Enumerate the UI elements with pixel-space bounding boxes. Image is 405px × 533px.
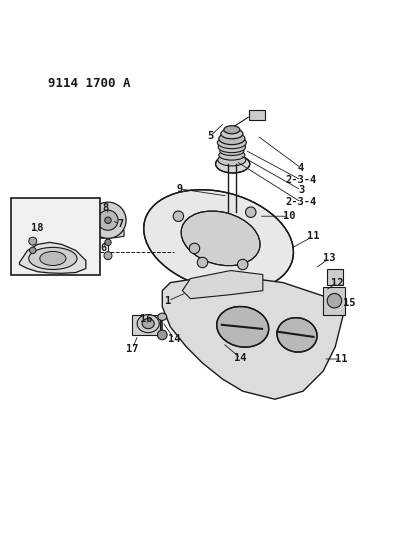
Circle shape: [29, 237, 37, 245]
Circle shape: [104, 252, 112, 260]
Circle shape: [158, 330, 167, 340]
Ellipse shape: [158, 313, 167, 320]
Ellipse shape: [219, 133, 245, 144]
Text: 1: 1: [165, 296, 171, 306]
Ellipse shape: [217, 136, 246, 149]
Text: 16: 16: [140, 314, 152, 324]
Bar: [323, 287, 345, 315]
Text: 18: 18: [31, 223, 44, 233]
Circle shape: [327, 294, 342, 308]
Text: 12: 12: [331, 278, 343, 288]
Ellipse shape: [277, 318, 317, 352]
Text: 9114 1700 A: 9114 1700 A: [48, 77, 130, 90]
Text: 5: 5: [207, 131, 214, 141]
Circle shape: [245, 207, 256, 217]
Text: 14: 14: [168, 334, 181, 344]
Polygon shape: [19, 243, 86, 273]
Circle shape: [173, 211, 183, 221]
Text: 4: 4: [298, 163, 304, 173]
Circle shape: [98, 210, 118, 230]
Bar: [327, 269, 343, 285]
Text: 2-3-4: 2-3-4: [286, 175, 317, 185]
Bar: [249, 110, 265, 120]
Text: 2-3-4: 2-3-4: [286, 197, 317, 207]
Ellipse shape: [218, 154, 246, 166]
Ellipse shape: [40, 252, 66, 265]
Ellipse shape: [181, 211, 260, 265]
Text: 7: 7: [117, 219, 123, 229]
Bar: [132, 315, 160, 335]
Text: 14: 14: [234, 353, 247, 363]
Circle shape: [105, 239, 111, 246]
Circle shape: [30, 247, 36, 254]
Circle shape: [90, 202, 126, 238]
Polygon shape: [162, 274, 343, 399]
Ellipse shape: [217, 306, 269, 347]
Text: 10: 10: [283, 211, 295, 221]
Text: 8: 8: [103, 203, 109, 213]
Ellipse shape: [215, 155, 250, 173]
Ellipse shape: [224, 126, 240, 134]
Ellipse shape: [218, 141, 245, 152]
Ellipse shape: [142, 319, 154, 329]
Circle shape: [105, 217, 111, 223]
Text: 6: 6: [101, 244, 107, 253]
Ellipse shape: [144, 190, 294, 291]
Circle shape: [237, 259, 248, 270]
Text: 15: 15: [343, 298, 356, 308]
Circle shape: [197, 257, 208, 268]
Ellipse shape: [29, 247, 77, 270]
Ellipse shape: [220, 147, 244, 156]
Polygon shape: [182, 271, 263, 298]
Ellipse shape: [137, 314, 159, 333]
Text: 9: 9: [177, 184, 183, 194]
Ellipse shape: [221, 129, 243, 139]
Circle shape: [189, 243, 200, 254]
Text: 17: 17: [126, 344, 139, 354]
Text: 13: 13: [323, 254, 335, 263]
Text: 11: 11: [307, 231, 320, 241]
Ellipse shape: [219, 150, 245, 160]
Text: 3: 3: [298, 185, 304, 195]
Text: 11: 11: [335, 354, 347, 364]
Polygon shape: [92, 230, 124, 238]
Bar: [11, 198, 100, 274]
